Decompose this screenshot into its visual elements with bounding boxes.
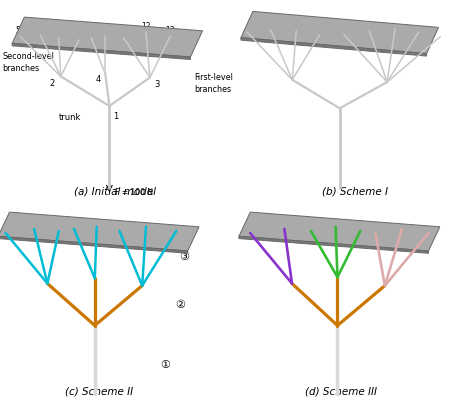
Text: (c) Scheme II: (c) Scheme II bbox=[64, 387, 133, 397]
Text: First-level
branches: First-level branches bbox=[194, 73, 233, 94]
Text: 13: 13 bbox=[165, 26, 175, 36]
Text: 10: 10 bbox=[100, 26, 110, 36]
Text: 9: 9 bbox=[89, 28, 93, 36]
Text: 5: 5 bbox=[16, 26, 21, 36]
Text: (b) Scheme I: (b) Scheme I bbox=[322, 186, 389, 196]
Text: F = 100 N: F = 100 N bbox=[116, 188, 154, 197]
Text: (a) Initial model: (a) Initial model bbox=[74, 186, 156, 196]
Text: 4: 4 bbox=[96, 75, 101, 84]
Text: 8: 8 bbox=[74, 30, 79, 39]
Text: 1: 1 bbox=[113, 112, 118, 121]
Polygon shape bbox=[0, 236, 188, 253]
Text: 3: 3 bbox=[154, 80, 159, 89]
Text: 7: 7 bbox=[55, 28, 59, 36]
Polygon shape bbox=[12, 17, 202, 57]
Text: Second-level
branches: Second-level branches bbox=[2, 52, 54, 73]
Text: 11: 11 bbox=[119, 28, 128, 36]
Text: (d) Scheme III: (d) Scheme III bbox=[305, 387, 377, 397]
Polygon shape bbox=[241, 12, 438, 53]
Polygon shape bbox=[239, 236, 428, 253]
Polygon shape bbox=[12, 43, 191, 59]
Polygon shape bbox=[239, 212, 440, 251]
Text: trunk: trunk bbox=[59, 113, 81, 122]
Polygon shape bbox=[241, 38, 427, 56]
Polygon shape bbox=[0, 212, 199, 251]
Text: ①: ① bbox=[160, 360, 170, 370]
Text: 12: 12 bbox=[141, 22, 151, 31]
Text: 2: 2 bbox=[49, 79, 55, 88]
Text: ②: ② bbox=[175, 300, 185, 310]
Text: ③: ③ bbox=[179, 252, 189, 262]
Text: 6: 6 bbox=[36, 25, 41, 34]
